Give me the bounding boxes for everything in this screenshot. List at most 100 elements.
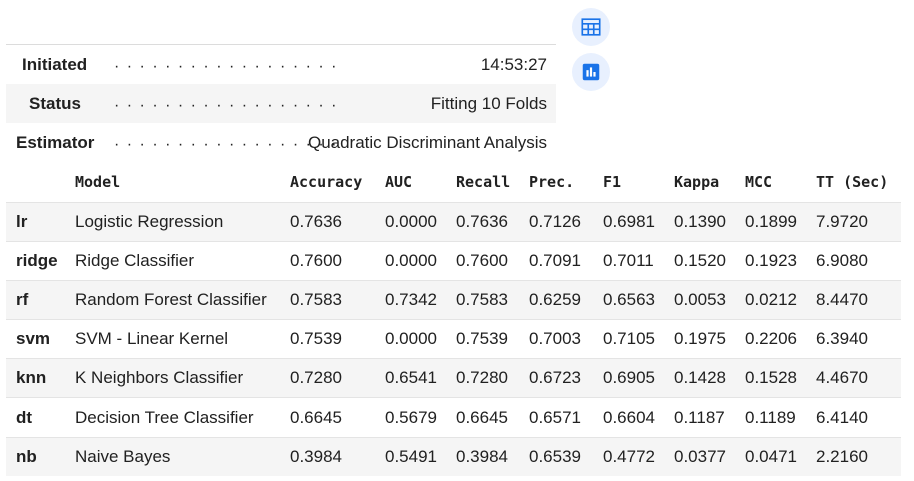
tt-sec-cell: 6.4140 bbox=[816, 397, 901, 438]
column-header-auc: AUC bbox=[385, 173, 413, 192]
status-row-estimator: Estimator · · · · · · · · · · · · · · · … bbox=[6, 123, 556, 162]
accuracy-cell: 0.7600 bbox=[290, 240, 385, 281]
precision-cell: 0.6571 bbox=[529, 397, 603, 438]
column-header-model: Model bbox=[75, 173, 121, 192]
results-table: Model Accuracy AUC Recall Prec. F1 Kappa… bbox=[6, 163, 901, 477]
model-name: Random Forest Classifier bbox=[75, 279, 290, 320]
tt-sec-cell: 6.9080 bbox=[816, 240, 901, 281]
status-dots: · · · · · · · · · · · · · · · · · · bbox=[114, 58, 338, 75]
f1-cell: 0.7105 bbox=[603, 319, 674, 359]
auc-cell: 0.0000 bbox=[385, 240, 456, 281]
mcc-cell: 0.2206 bbox=[745, 319, 816, 359]
model-name: Logistic Regression bbox=[75, 201, 290, 242]
recall-cell: 0.6645 bbox=[456, 397, 529, 438]
recall-cell: 0.7539 bbox=[456, 319, 529, 359]
status-label: Status bbox=[29, 94, 81, 113]
recall-cell: 0.7280 bbox=[456, 358, 529, 398]
tt-sec-cell: 6.3940 bbox=[816, 319, 901, 359]
row-key: dt bbox=[6, 397, 75, 438]
table-row: rf Random Forest Classifier 0.7583 0.7342 0.… bbox=[6, 279, 901, 320]
mcc-cell: 0.1189 bbox=[745, 397, 816, 438]
row-key: knn bbox=[6, 358, 75, 398]
status-value: Fitting 10 Folds bbox=[430, 94, 547, 113]
model-name: Ridge Classifier bbox=[75, 240, 290, 281]
column-header-f1: F1 bbox=[603, 173, 622, 192]
suggest-charts-button[interactable] bbox=[572, 53, 610, 91]
recall-cell: 0.7636 bbox=[456, 201, 529, 242]
column-header-tt-sec: TT (Sec) bbox=[816, 173, 889, 192]
accuracy-cell: 0.6645 bbox=[290, 397, 385, 438]
precision-cell: 0.7003 bbox=[529, 319, 603, 359]
model-name: Decision Tree Classifier bbox=[75, 397, 290, 438]
f1-cell: 0.6981 bbox=[603, 201, 674, 242]
column-header-precision: Prec. bbox=[529, 173, 575, 192]
recall-cell: 0.3984 bbox=[456, 436, 529, 477]
auc-cell: 0.0000 bbox=[385, 319, 456, 359]
model-name: Naive Bayes bbox=[75, 436, 290, 477]
precision-cell: 0.7091 bbox=[529, 240, 603, 281]
accuracy-cell: 0.3984 bbox=[290, 436, 385, 477]
accuracy-cell: 0.7539 bbox=[290, 319, 385, 359]
convert-to-table-button[interactable] bbox=[572, 8, 610, 46]
status-label: Estimator bbox=[16, 133, 95, 152]
kappa-cell: 0.1187 bbox=[674, 397, 745, 438]
tt-sec-cell: 8.4470 bbox=[816, 279, 901, 320]
recall-cell: 0.7583 bbox=[456, 279, 529, 320]
results-body: lr Logistic Regression 0.7636 0.0000 0.7636 0… bbox=[6, 201, 901, 477]
table-row: ridge Ridge Classifier 0.7600 0.0000 0.7600 0… bbox=[6, 240, 901, 281]
accuracy-cell: 0.7583 bbox=[290, 279, 385, 320]
row-key: lr bbox=[6, 201, 75, 242]
column-header-mcc: MCC bbox=[745, 173, 773, 192]
status-table: Initiated · · · · · · · · · · · · · · · … bbox=[6, 44, 556, 162]
table-row: knn K Neighbors Classifier 0.7280 0.6541 0.7… bbox=[6, 358, 901, 398]
tt-sec-cell: 2.2160 bbox=[816, 436, 901, 477]
auc-cell: 0.5491 bbox=[385, 436, 456, 477]
table-row: lr Logistic Regression 0.7636 0.0000 0.7636 0… bbox=[6, 201, 901, 242]
f1-cell: 0.7011 bbox=[603, 240, 674, 281]
row-key: svm bbox=[6, 319, 75, 359]
row-key: ridge bbox=[6, 240, 75, 281]
mcc-cell: 0.1899 bbox=[745, 201, 816, 242]
f1-cell: 0.6604 bbox=[603, 397, 674, 438]
status-dots: · · · · · · · · · · · · · · · · · · bbox=[114, 136, 338, 153]
precision-cell: 0.7126 bbox=[529, 201, 603, 242]
precision-cell: 0.6259 bbox=[529, 279, 603, 320]
f1-cell: 0.6905 bbox=[603, 358, 674, 398]
model-name: SVM - Linear Kernel bbox=[75, 319, 290, 359]
model-name: K Neighbors Classifier bbox=[75, 358, 290, 398]
column-header-recall: Recall bbox=[456, 173, 511, 192]
header-row: Model Accuracy AUC Recall Prec. F1 Kappa… bbox=[6, 163, 901, 202]
table-row: dt Decision Tree Classifier 0.6645 0.5679 0.… bbox=[6, 397, 901, 438]
table-row: nb Naive Bayes 0.3984 0.5491 0.3984 0.6539 0.4… bbox=[6, 436, 901, 477]
row-key: rf bbox=[6, 279, 75, 320]
tt-sec-cell: 4.4670 bbox=[816, 358, 901, 398]
precision-cell: 0.6723 bbox=[529, 358, 603, 398]
precision-cell: 0.6539 bbox=[529, 436, 603, 477]
status-dots: · · · · · · · · · · · · · · · · · · bbox=[114, 97, 338, 114]
mcc-cell: 0.0212 bbox=[745, 279, 816, 320]
recall-cell: 0.7600 bbox=[456, 240, 529, 281]
status-value: 14:53:27 bbox=[480, 55, 547, 74]
f1-cell: 0.4772 bbox=[603, 436, 674, 477]
kappa-cell: 0.1390 bbox=[674, 201, 745, 242]
kappa-cell: 0.1975 bbox=[674, 319, 745, 359]
tt-sec-cell: 7.9720 bbox=[816, 201, 901, 242]
auc-cell: 0.5679 bbox=[385, 397, 456, 438]
kappa-cell: 0.0053 bbox=[674, 279, 745, 320]
table-icon bbox=[581, 18, 601, 36]
kappa-cell: 0.0377 bbox=[674, 436, 745, 477]
bar-chart-icon bbox=[582, 63, 600, 81]
column-header-accuracy: Accuracy bbox=[290, 173, 363, 192]
row-key: nb bbox=[6, 436, 75, 477]
status-row-initiated: Initiated · · · · · · · · · · · · · · · … bbox=[6, 45, 556, 84]
f1-cell: 0.6563 bbox=[603, 279, 674, 320]
status-row-status: Status · · · · · · · · · · · · · · · · ·… bbox=[6, 84, 556, 123]
accuracy-cell: 0.7280 bbox=[290, 358, 385, 398]
mcc-cell: 0.1528 bbox=[745, 358, 816, 398]
mcc-cell: 0.0471 bbox=[745, 436, 816, 477]
kappa-cell: 0.1428 bbox=[674, 358, 745, 398]
status-value: Quadratic Discriminant Analysis bbox=[307, 133, 547, 152]
accuracy-cell: 0.7636 bbox=[290, 201, 385, 242]
mcc-cell: 0.1923 bbox=[745, 240, 816, 281]
table-row: svm SVM - Linear Kernel 0.7539 0.0000 0.7539… bbox=[6, 319, 901, 359]
